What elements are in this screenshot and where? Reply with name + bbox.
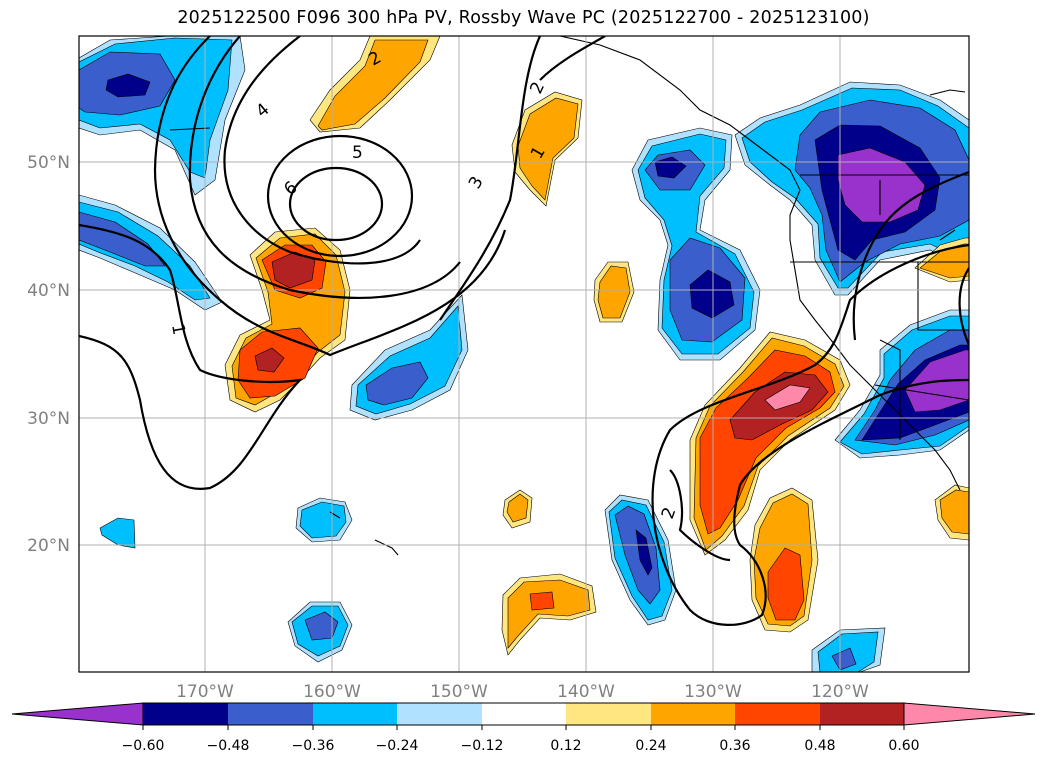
colorbar-tick: 0.24 [635, 738, 666, 754]
colorbar-tick: −0.24 [376, 738, 419, 754]
gridlines [79, 36, 969, 672]
colorbar-extend-min [11, 702, 144, 726]
lon-label-150w: 150°W [430, 682, 488, 702]
pv-shading [79, 36, 969, 672]
contour-4 [223, 36, 421, 265]
contour-label: 1 [167, 322, 189, 336]
pc-contours [79, 36, 969, 626]
colorbar-tick: 0.48 [804, 738, 835, 754]
lon-label-170w: 170°W [176, 682, 234, 702]
colorbar-bin [651, 703, 735, 725]
lat-label-30n: 30°N [27, 409, 70, 429]
map-title: 2025122500 F096 300 hPa PV, Rossby Wave … [177, 8, 870, 28]
contour-2b [539, 36, 606, 81]
colorbar-extend-max [903, 702, 1036, 726]
lat-label-20n: 20°N [27, 536, 70, 556]
lon-label-160w: 160°W [303, 682, 361, 702]
latitude-labels: 50°N 40°N 30°N 20°N [27, 153, 70, 556]
contour-2a [153, 36, 507, 357]
map-frame [78, 35, 970, 673]
colorbar-bin [397, 703, 482, 725]
colorbar-bin [735, 703, 820, 725]
contour-1 [79, 223, 303, 490]
lon-label-140w: 140°W [557, 682, 615, 702]
colorbar-bin [143, 703, 228, 725]
colorbar-bin [820, 703, 904, 725]
colorbar-tick: 0.36 [719, 738, 750, 754]
lon-label-130w: 130°W [684, 682, 742, 702]
contour-6 [288, 166, 384, 242]
colorbar-tick: 0.12 [550, 738, 581, 754]
contour-5 [266, 134, 414, 258]
longitude-labels: 170°W 160°W 150°W 140°W 130°W 120°W [176, 682, 869, 702]
colorbar-bin [566, 703, 651, 725]
colorbar-tick: 0.60 [888, 738, 919, 754]
colorbar-tick: −0.12 [461, 738, 504, 754]
colorbar-tick: −0.36 [292, 738, 335, 754]
colorbar-bin [313, 703, 397, 725]
contour-1b [439, 36, 542, 321]
colorbar: −0.60 −0.48 −0.36 −0.24 −0.12 0.12 0.24 … [11, 702, 1036, 754]
colorbar-tick: −0.48 [207, 738, 250, 754]
colorbar-tick: −0.60 [122, 738, 165, 754]
colorbar-bin [228, 703, 313, 725]
lat-label-50n: 50°N [27, 153, 70, 173]
lon-label-120w: 120°W [811, 682, 869, 702]
contour-2c [651, 243, 969, 626]
contour-3 [188, 36, 461, 299]
lat-label-40n: 40°N [27, 281, 70, 301]
colorbar-bin [482, 703, 566, 725]
contour-label: 5 [352, 143, 363, 163]
